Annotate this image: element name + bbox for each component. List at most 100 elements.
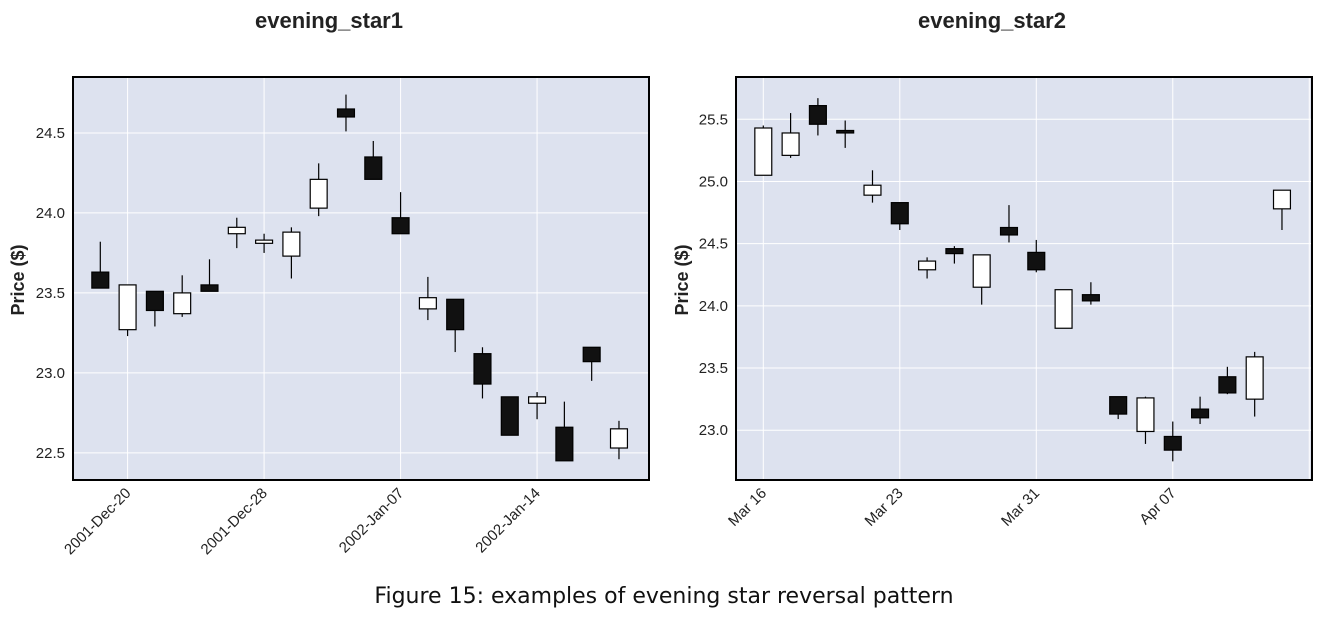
candle-body-down: [91, 271, 110, 289]
candle-body-down: [145, 290, 164, 312]
y-tick-label: 23.5: [36, 285, 65, 302]
candle-body-down: [1191, 408, 1210, 419]
candle-body-down: [446, 298, 465, 331]
candle-body-down: [808, 105, 827, 125]
y-tick-label: 22.5: [36, 445, 65, 462]
y-tick-label: 23.0: [699, 422, 728, 439]
candle: [309, 163, 328, 217]
candle-body-up: [1272, 189, 1292, 210]
candle: [863, 170, 882, 203]
candle-body-up: [282, 231, 301, 257]
chart-title: evening_star1: [255, 8, 403, 33]
candle-body-down: [945, 248, 964, 255]
candle: [1027, 239, 1046, 273]
plot-frame: [735, 76, 1313, 481]
candle-body-up: [1136, 397, 1155, 433]
chart-evening-star1: evening_star1 22.5 23.0 23.5 24.0 24.5 2001-…: [8, 8, 650, 558]
candle: [836, 120, 855, 148]
y-axis-label: Price ($): [8, 244, 28, 315]
y-tick-label: 24.0: [36, 205, 65, 222]
candle-body-up: [781, 132, 800, 156]
x-tick-label: 2002-Jan-14: [472, 485, 544, 557]
candle-body-down: [391, 217, 410, 235]
candle: [528, 392, 547, 420]
candle: [446, 298, 465, 353]
candle-body-up: [418, 297, 437, 310]
y-axis-label: Price ($): [672, 244, 692, 315]
y-tick-label: 24.5: [699, 236, 728, 253]
candle-body-up: [118, 284, 137, 331]
candle-body-up: [255, 239, 274, 244]
candle: [972, 254, 991, 305]
candle-body-up: [972, 254, 991, 288]
y-tick-label: 23.5: [699, 360, 728, 377]
y-tick-labels: 23.0 23.5 24.0 24.5 25.0 25.5: [699, 111, 728, 439]
plot-area: [736, 77, 1312, 480]
candle-body-up: [1245, 356, 1264, 400]
candle: [1109, 396, 1128, 420]
candle: [808, 98, 827, 136]
candle: [1245, 351, 1264, 417]
candle: [1218, 366, 1237, 395]
candle: [555, 401, 574, 462]
x-tick-label: Mar 31: [998, 485, 1043, 530]
candle: [91, 241, 110, 289]
candle: [118, 284, 137, 337]
candle-body-up: [528, 396, 547, 404]
x-tick-label: 2001-Dec-28: [198, 485, 271, 558]
candle: [145, 290, 164, 327]
y-tick-label: 23.0: [36, 365, 65, 382]
candle: [282, 227, 301, 279]
x-tick-label: Mar 16: [725, 485, 770, 530]
candle: [1081, 282, 1100, 305]
candle-body-up: [173, 292, 192, 315]
candle-body-down: [999, 226, 1019, 236]
candle: [227, 217, 246, 249]
candle-body-up: [309, 178, 328, 209]
candle: [336, 94, 356, 132]
candle-body-up: [1054, 289, 1073, 329]
y-tick-label: 24.0: [699, 298, 728, 315]
candle: [1054, 289, 1073, 329]
candle: [945, 246, 964, 264]
plot-frame: [72, 76, 650, 481]
candle-body-down: [1081, 294, 1100, 302]
candle-body-down: [890, 202, 909, 225]
candle-body-up: [754, 127, 773, 176]
candle-body-up: [918, 260, 937, 271]
candle: [1136, 396, 1155, 444]
candle-body-down: [1163, 435, 1182, 451]
candle: [781, 113, 800, 158]
candle: [418, 276, 437, 321]
x-tick-labels: Mar 16 Mar 23 Mar 31 Apr 07: [725, 485, 1180, 530]
candle-body-down: [500, 396, 519, 436]
candle: [999, 205, 1019, 243]
candle-body-down: [555, 426, 574, 462]
candle: [1272, 189, 1292, 230]
candle: [1191, 396, 1210, 425]
chart-title: evening_star2: [918, 8, 1066, 33]
candle-body-down: [364, 156, 383, 180]
candle-body-down: [1109, 396, 1128, 415]
candles: [754, 98, 1292, 462]
candle-body-down: [473, 353, 492, 385]
plot-area: [73, 77, 649, 480]
gridlines: [73, 77, 649, 480]
y-tick-labels: 22.5 23.0 23.5 24.0 24.5: [36, 125, 65, 462]
candle: [890, 202, 909, 230]
candle: [364, 140, 383, 180]
candle-body-down: [336, 108, 356, 118]
x-tick-label: 2002-Jan-07: [336, 485, 408, 557]
candle-body-up: [609, 428, 629, 449]
figure-caption: Figure 15: examples of evening star reve…: [374, 584, 954, 609]
candle: [473, 347, 492, 399]
y-tick-label: 25.0: [699, 173, 728, 190]
candle: [255, 233, 274, 253]
x-tick-label: Apr 07: [1136, 485, 1179, 528]
candle-body-down: [200, 284, 219, 292]
candle-body-down: [1027, 251, 1046, 271]
x-tick-labels: 2001-Dec-20 2001-Dec-28 2002-Jan-07 2002-Ja…: [61, 485, 544, 558]
candle: [609, 420, 629, 460]
candles: [91, 94, 629, 462]
